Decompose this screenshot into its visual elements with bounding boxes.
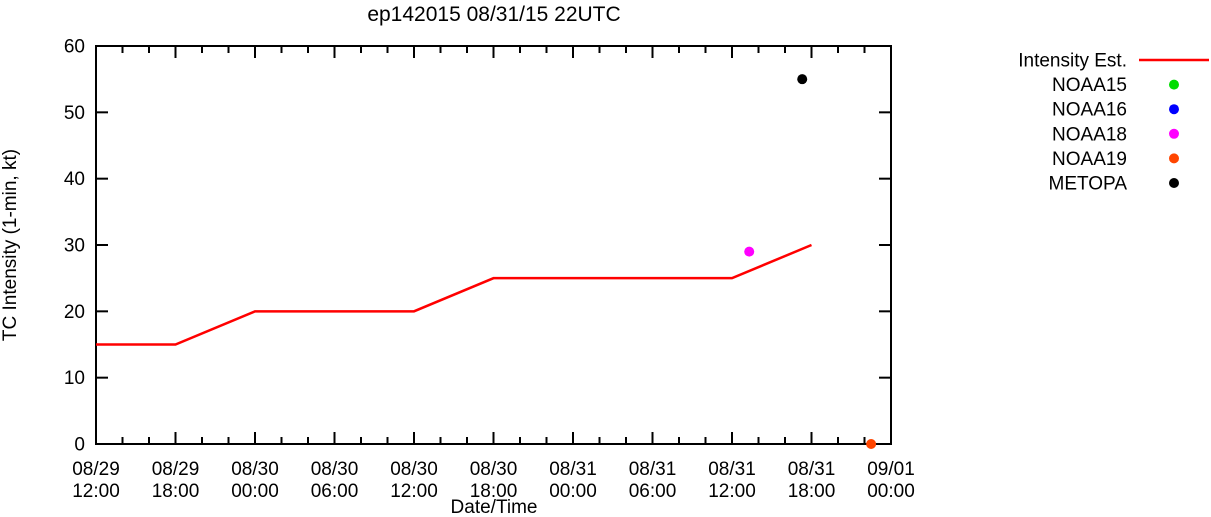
legend-dot-sample <box>1169 153 1179 164</box>
metopa-point <box>797 74 808 85</box>
y-tick-label: 20 <box>64 302 85 323</box>
y-tick-label: 30 <box>64 236 85 257</box>
x-tick-time-label: 00:00 <box>549 481 597 502</box>
legend-label-noaa18: NOAA18 <box>1052 124 1127 145</box>
y-tick-label: 10 <box>64 368 85 389</box>
noaa19-point <box>866 439 877 449</box>
x-tick-date-label: 08/31 <box>708 459 756 480</box>
x-tick-date-label: 08/30 <box>231 459 279 480</box>
legend-dot-sample <box>1169 79 1179 90</box>
x-tick-date-label: 08/31 <box>788 459 836 480</box>
x-tick-date-label: 08/31 <box>549 459 597 480</box>
x-tick-date-label: 09/01 <box>867 459 915 480</box>
noaa18-point <box>744 246 755 257</box>
x-tick-date-label: 08/29 <box>72 459 120 480</box>
intensity-line <box>96 243 812 346</box>
legend-label-noaa16: NOAA16 <box>1052 100 1127 121</box>
legend-label-metopa: METOPA <box>1049 174 1128 195</box>
y-tick-label: 0 <box>74 435 85 456</box>
x-tick-time-label: 12:00 <box>390 481 438 502</box>
x-tick-time-label: 18:00 <box>152 481 200 502</box>
legend-dot-sample <box>1169 128 1179 139</box>
x-tick-date-label: 08/30 <box>311 459 359 480</box>
x-tick-time-label: 12:00 <box>72 481 120 502</box>
y-axis-label: TC Intensity (1-min, kt) <box>0 149 21 341</box>
y-tick-label: 60 <box>64 37 85 58</box>
x-axis-label: Date/Time <box>451 497 538 517</box>
x-tick-time-label: 00:00 <box>231 481 279 502</box>
legend-label-noaa15: NOAA15 <box>1052 75 1127 96</box>
legend-label-noaa19: NOAA19 <box>1052 149 1127 170</box>
x-tick-time-label: 00:00 <box>867 481 915 502</box>
x-tick-time-label: 06:00 <box>629 481 677 502</box>
plot-border <box>95 45 892 445</box>
legend-dot-sample <box>1169 104 1179 115</box>
chart-title: ep142015 08/31/15 22UTC <box>367 3 620 26</box>
y-tick-label: 40 <box>64 169 85 190</box>
y-tick-label: 50 <box>64 103 85 124</box>
legend-label-intensity-est-: Intensity Est. <box>1018 51 1127 72</box>
legend-dot-sample <box>1169 178 1179 188</box>
x-tick-date-label: 08/29 <box>152 459 200 480</box>
x-tick-date-label: 08/30 <box>390 459 438 480</box>
x-tick-time-label: 18:00 <box>470 481 518 502</box>
x-tick-date-label: 08/30 <box>470 459 518 480</box>
x-tick-date-label: 08/31 <box>629 459 677 480</box>
x-tick-time-label: 12:00 <box>708 481 756 502</box>
x-tick-time-label: 18:00 <box>788 481 836 502</box>
x-tick-time-label: 06:00 <box>311 481 359 502</box>
